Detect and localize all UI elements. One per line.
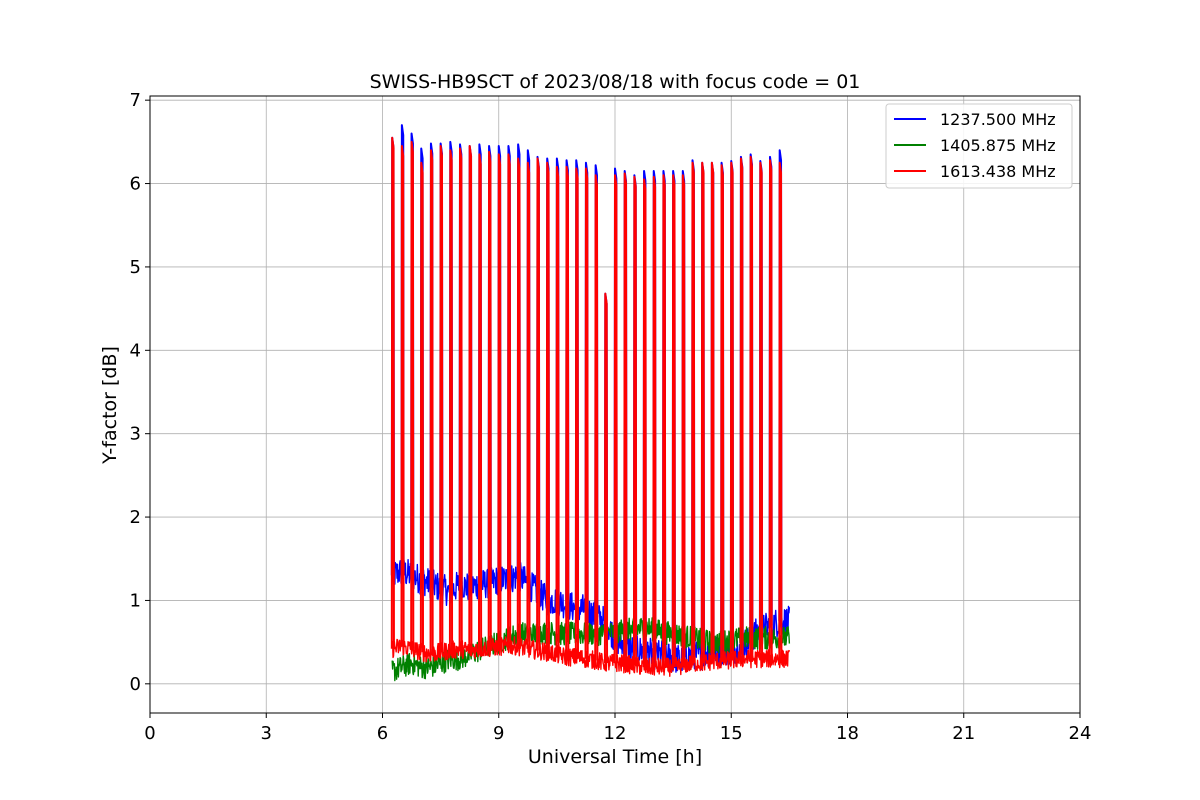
series-peak (565, 165, 570, 658)
series-peak (768, 159, 773, 659)
y-tick-label: 3 (130, 424, 141, 445)
series-peak (526, 161, 531, 649)
series-layer (390, 124, 791, 682)
series-peak (584, 167, 589, 659)
series-peak (729, 161, 734, 661)
series-peak (468, 145, 473, 651)
series-peak (720, 164, 725, 661)
x-axis: 0 3 6 9 12 15 18 21 24 (144, 713, 1091, 744)
series-peak (429, 149, 434, 654)
series-peak (632, 175, 638, 666)
series-peak (662, 174, 667, 668)
series-peak (487, 150, 492, 648)
y-tick-label: 5 (130, 257, 141, 278)
series-peak (439, 145, 444, 653)
series-peak (410, 140, 415, 649)
series-peak (652, 175, 657, 668)
y-tick-label: 4 (130, 340, 141, 361)
series-peak (390, 136, 395, 649)
legend-label: 1405.875 MHz (940, 136, 1056, 155)
chart-title: SWISS-HB9SCT of 2023/08/18 with focus co… (370, 71, 861, 93)
x-tick-label: 9 (493, 723, 504, 744)
y-tick-label: 2 (130, 507, 141, 528)
series-peak (700, 161, 705, 663)
series-peak (419, 161, 424, 653)
x-tick-label: 0 (144, 723, 155, 744)
legend: 1237.500 MHz 1405.875 MHz 1613.438 MHz (885, 103, 1073, 189)
x-tick-label: 12 (604, 723, 627, 744)
y-axis: 0 1 2 3 4 5 6 7 (130, 90, 150, 695)
series-peak (497, 153, 502, 648)
series-peak (613, 174, 618, 663)
series-peak (574, 167, 579, 658)
series-peak (778, 161, 783, 659)
series-peak (739, 157, 744, 659)
series-peak (603, 292, 609, 663)
x-tick-label: 6 (377, 723, 388, 744)
series-peak (681, 174, 686, 666)
series-peak (710, 161, 715, 662)
series-peak (671, 174, 676, 668)
series-peak (642, 178, 647, 668)
series-peak (507, 153, 512, 646)
series-peak (691, 161, 696, 663)
series-peak (458, 147, 463, 649)
legend-box (885, 103, 1073, 189)
series-peak (477, 153, 483, 649)
y-tick-label: 7 (130, 90, 141, 111)
series-peak (448, 149, 454, 651)
series-peak (555, 165, 560, 655)
series-peak (623, 172, 628, 664)
legend-label: 1613.438 MHz (940, 162, 1056, 181)
x-tick-label: 24 (1069, 723, 1092, 744)
x-tick-label: 21 (952, 723, 975, 744)
series-1613-438-mhz (390, 136, 791, 677)
x-axis-label: Universal Time [h] (528, 746, 702, 768)
x-tick-label: 3 (261, 723, 272, 744)
legend-label: 1237.500 MHz (940, 110, 1056, 129)
x-tick-label: 15 (720, 723, 743, 744)
series-peak (536, 157, 541, 651)
series-peak (749, 155, 754, 659)
y-tick-label: 6 (130, 174, 141, 195)
series-peak (545, 161, 550, 653)
y-tick-label: 1 (130, 590, 141, 611)
series-peak (594, 174, 599, 661)
series-peak (516, 157, 521, 647)
x-tick-label: 18 (836, 723, 859, 744)
series-peak (400, 145, 405, 647)
y-axis-label: Y-factor [dB] (99, 346, 121, 465)
series-peak (758, 161, 764, 659)
y-tick-label: 0 (130, 674, 141, 695)
